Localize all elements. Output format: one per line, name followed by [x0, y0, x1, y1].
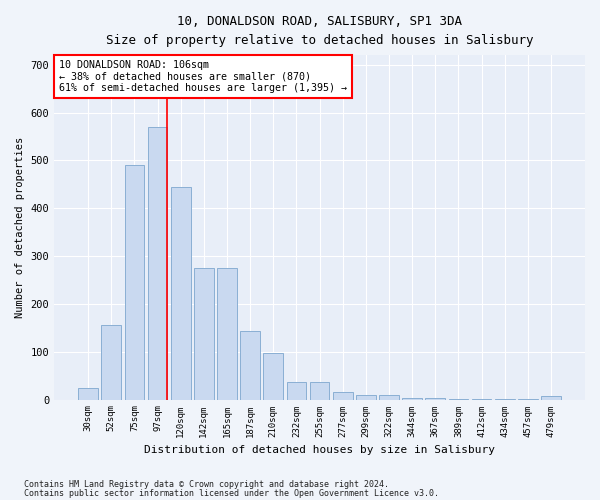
- Bar: [125, 165, 144, 400]
- Bar: [148, 127, 167, 400]
- Title: 10, DONALDSON ROAD, SALISBURY, SP1 3DA
Size of property relative to detached hou: 10, DONALDSON ROAD, SALISBURY, SP1 3DA S…: [106, 15, 533, 47]
- Bar: [287, 382, 306, 400]
- Bar: [263, 353, 283, 400]
- Bar: [541, 396, 561, 400]
- Bar: [217, 268, 237, 400]
- Bar: [425, 398, 445, 400]
- Text: 10 DONALDSON ROAD: 106sqm
← 38% of detached houses are smaller (870)
61% of semi: 10 DONALDSON ROAD: 106sqm ← 38% of detac…: [59, 60, 347, 94]
- Bar: [449, 398, 468, 400]
- Bar: [403, 398, 422, 400]
- Bar: [78, 388, 98, 400]
- Text: Contains public sector information licensed under the Open Government Licence v3: Contains public sector information licen…: [24, 489, 439, 498]
- Text: Contains HM Land Registry data © Crown copyright and database right 2024.: Contains HM Land Registry data © Crown c…: [24, 480, 389, 489]
- X-axis label: Distribution of detached houses by size in Salisbury: Distribution of detached houses by size …: [144, 445, 495, 455]
- Y-axis label: Number of detached properties: Number of detached properties: [15, 136, 25, 318]
- Bar: [333, 392, 353, 400]
- Bar: [356, 395, 376, 400]
- Bar: [472, 398, 491, 400]
- Bar: [194, 268, 214, 400]
- Bar: [241, 331, 260, 400]
- Bar: [101, 326, 121, 400]
- Bar: [379, 395, 399, 400]
- Bar: [171, 186, 191, 400]
- Bar: [310, 382, 329, 400]
